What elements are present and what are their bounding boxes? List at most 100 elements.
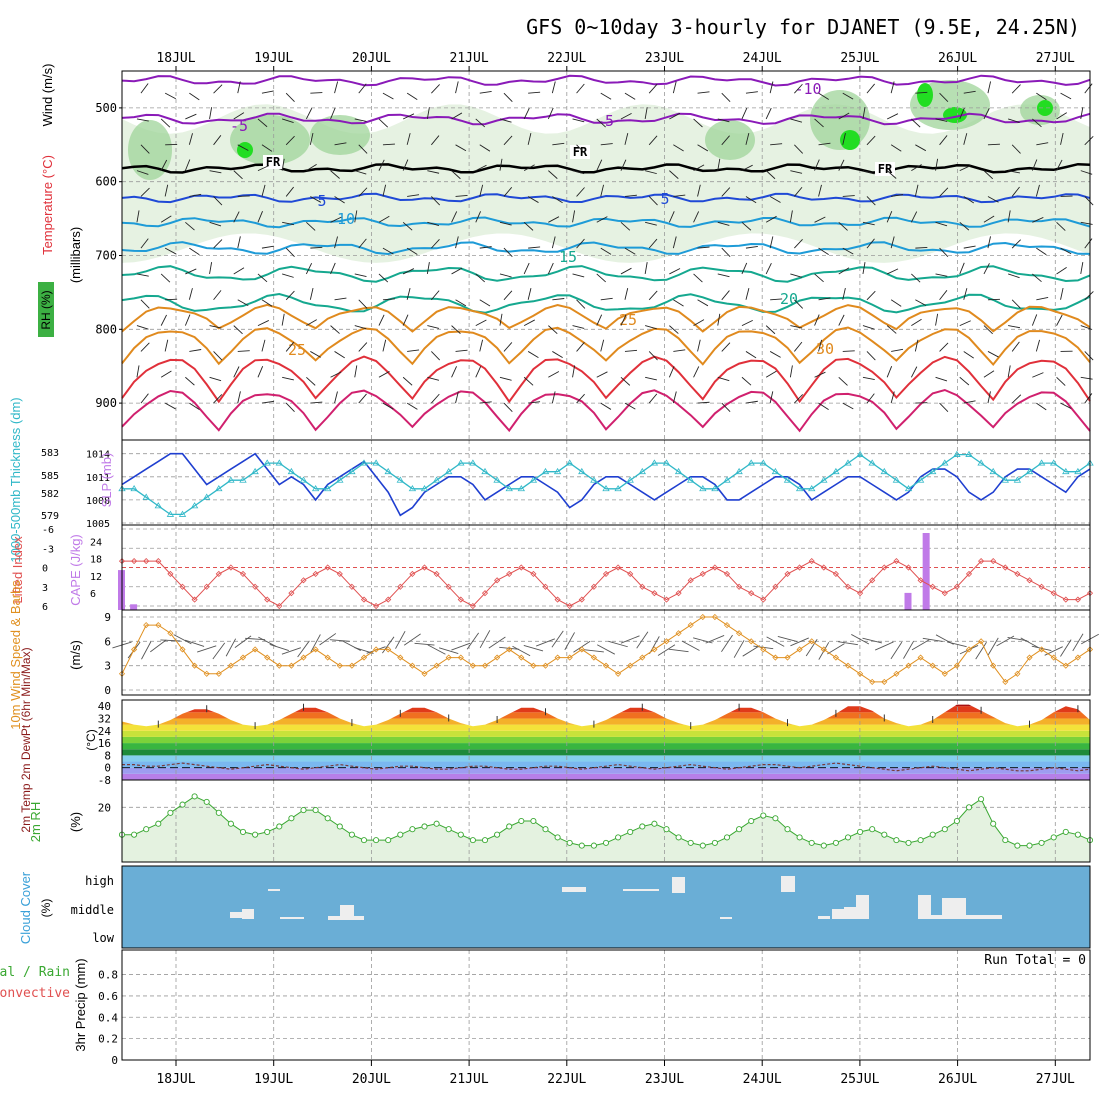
wind-barb — [769, 196, 781, 203]
wind-barb — [213, 196, 223, 206]
wind-barb — [334, 236, 338, 249]
wind-barb-10m — [922, 637, 943, 642]
wind-barb — [693, 211, 700, 223]
wind-barb — [261, 144, 273, 152]
thickness-point — [807, 485, 816, 492]
wind-barb — [551, 236, 556, 249]
rh2m-point — [239, 828, 247, 835]
wind-barb — [282, 118, 294, 124]
temp2m-label: 2m Temp 2m DewPt (6hr Min/Max) — [19, 647, 33, 832]
wind-barb — [572, 273, 585, 278]
wind-barb — [769, 236, 774, 249]
wind-barb-10m — [874, 641, 894, 651]
thickness-label: 1000-500mb Thickness (dm) — [8, 397, 23, 562]
wind-barb — [572, 210, 576, 223]
wind-barb — [136, 325, 149, 330]
wind-barb — [189, 349, 202, 352]
lifted-index-point — [131, 558, 138, 565]
lifted-index-point — [191, 596, 198, 603]
isotherm-label: 15 — [559, 248, 577, 266]
cloud-block — [781, 876, 795, 892]
wind-barb — [184, 314, 191, 326]
lifted-index-point — [796, 564, 803, 571]
wind-barb — [310, 351, 321, 358]
lifted-index-point — [227, 564, 234, 571]
rh2m-point — [348, 831, 355, 838]
wind-barb — [648, 393, 658, 404]
thickness-point — [154, 502, 163, 509]
wind-barb-10m — [721, 634, 733, 652]
wind-barb — [358, 238, 367, 249]
wind-barb — [644, 107, 648, 120]
thickness-point — [142, 493, 150, 500]
wind-speed-point — [239, 654, 247, 661]
pressure-tick: 500 — [95, 101, 117, 115]
lifted-index-point — [373, 602, 380, 610]
wind-barb — [1036, 247, 1047, 256]
wind-barb — [306, 319, 317, 326]
cloud-label: Cloud Cover — [18, 871, 33, 944]
wind-barb — [620, 221, 631, 231]
wind-barb — [358, 342, 368, 352]
wind-barb — [1011, 144, 1021, 154]
wind-speed-point — [590, 654, 597, 661]
wind-barb — [741, 164, 753, 172]
wind-speed-point — [844, 662, 852, 669]
wind-barb — [963, 400, 976, 404]
rh2m-point — [494, 831, 501, 838]
wind-barb — [721, 342, 731, 352]
slp-frame — [121, 439, 1091, 526]
wind-barb — [939, 135, 948, 146]
temp-tick: 16 — [98, 737, 111, 750]
wind-barb — [358, 299, 368, 309]
wind-barb — [431, 84, 440, 94]
run-total-label: Run Total = 0 — [984, 953, 1086, 968]
wind-barb — [281, 313, 285, 326]
wind-barb — [523, 376, 534, 386]
thickness-point — [432, 476, 441, 483]
wind-barb-10m — [466, 632, 480, 650]
temp2m-unit: (°C) — [84, 729, 98, 750]
day-label-bottom: 20JUL — [352, 1072, 391, 1087]
wind-barb — [261, 339, 266, 352]
wind-barb — [717, 221, 730, 226]
wind-speed-point — [711, 613, 718, 621]
wind-barb-10m — [862, 637, 883, 644]
thickness-point — [832, 467, 840, 475]
wind-barb — [213, 290, 222, 301]
wind-barb — [987, 391, 991, 404]
wind-barb — [886, 268, 899, 275]
rh-label: RH (%) — [39, 290, 53, 329]
wind-barb — [527, 351, 539, 359]
wind-barb — [890, 391, 895, 404]
thickness-point — [408, 485, 417, 492]
rh2m-point — [336, 823, 343, 830]
wind-barb — [552, 351, 563, 358]
thickness-point — [783, 476, 792, 483]
precip-tick: 0.8 — [98, 969, 118, 982]
wind-speed-point — [675, 630, 682, 637]
wind-barb — [451, 112, 463, 120]
rh-blob-bright — [840, 130, 860, 150]
freezing-level-label: FR — [266, 155, 281, 169]
wind-barb-10m — [536, 638, 555, 647]
wind-barb — [915, 247, 928, 249]
rh2m-point — [772, 815, 779, 822]
wind-barb — [600, 184, 605, 197]
thickness-point — [215, 485, 223, 492]
rh-blob-bright — [917, 83, 933, 107]
rh2m-point — [167, 809, 174, 816]
wind-barb — [572, 170, 585, 175]
wind-barb — [527, 288, 532, 300]
wind-barb — [306, 164, 317, 172]
wind-barb — [455, 195, 468, 197]
wind-speed-point — [869, 678, 876, 685]
wind-barb — [551, 81, 556, 94]
wind-speed-point — [1074, 654, 1081, 661]
cloud-level-label: low — [92, 931, 114, 945]
wind-barb — [721, 290, 730, 301]
wind-barb — [237, 195, 250, 197]
wind-barb — [451, 267, 463, 275]
day-label-top: 20JUL — [352, 51, 391, 66]
lifted-index-point — [953, 583, 960, 590]
